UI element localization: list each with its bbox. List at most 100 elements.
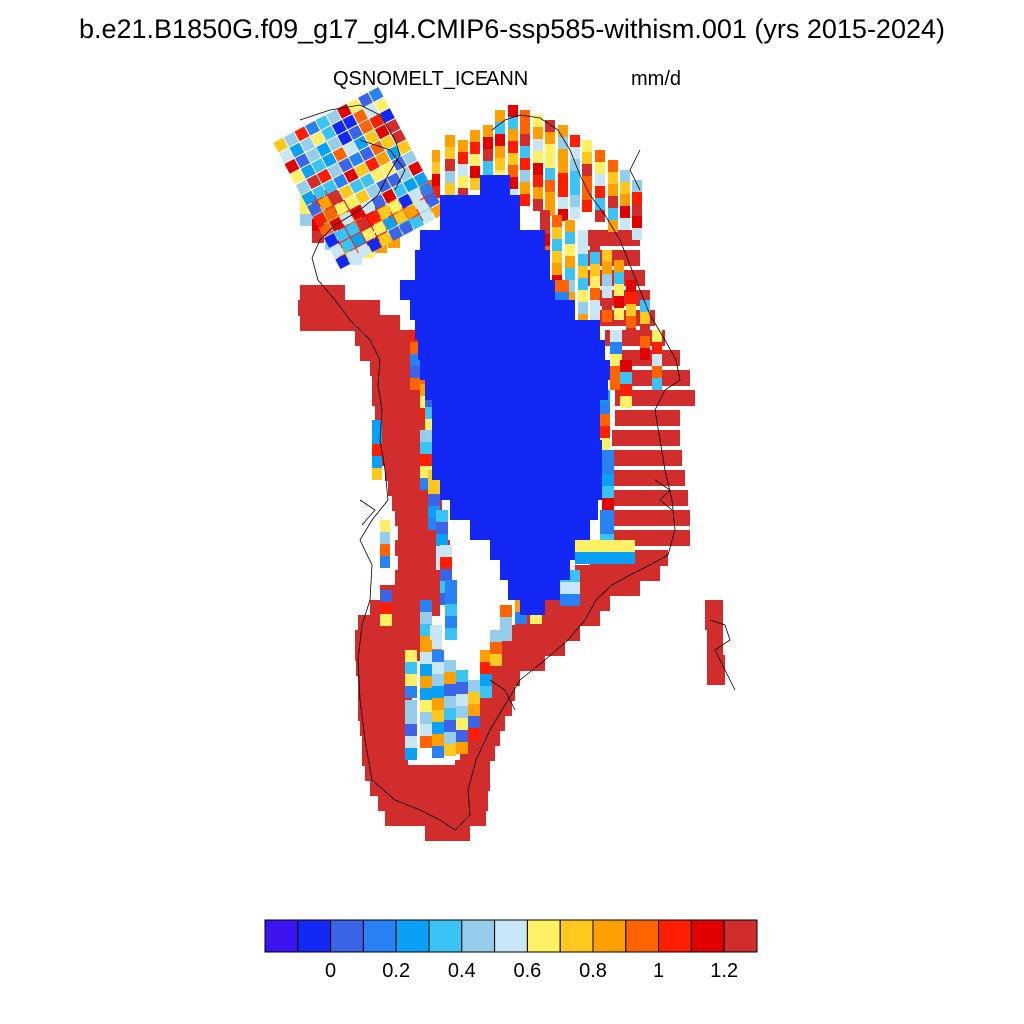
map-cell [508,177,518,189]
map-cell [365,156,380,172]
map-cell [632,216,642,228]
map-cell [565,256,575,268]
map-cell [301,190,317,206]
map-cell [360,345,425,361]
map-cell [405,712,417,724]
map-cell [420,209,435,225]
season-label: ANN [486,68,529,90]
map-cell [329,243,345,259]
map-cell [520,146,530,158]
map-cell [294,126,310,142]
map-cell [428,482,440,494]
map-cell [376,178,392,193]
map-cell [445,604,457,616]
map-cell [610,330,622,342]
map-cell [432,150,440,162]
colorbar-tick-label: 1 [653,960,665,982]
map-cell [378,420,430,436]
map-cell [640,348,650,360]
map-cell [632,180,642,192]
map-cell [419,182,435,198]
colorbar-tick-label: 1.2 [710,960,739,982]
map-cell [552,251,562,263]
map-cell [440,545,452,557]
map-cell [420,676,432,688]
map-cell [595,162,605,174]
map-cell [444,732,456,744]
map-cell [578,290,588,302]
map-cell [615,410,680,426]
map-cell [420,724,432,736]
map-cell [300,214,312,226]
map-cell [480,175,510,195]
map-cell [371,194,387,210]
map-cell [298,300,380,316]
map-cell [312,185,327,200]
map-cell [420,624,432,636]
map-cell [545,144,555,156]
map-cell [402,150,418,166]
map-cell [395,570,450,586]
map-cell [444,720,456,732]
map-cell [312,231,324,243]
map-cell [468,692,480,704]
map-cell [508,153,518,165]
map-cell [349,178,365,194]
map-cell [602,462,614,474]
map-cell [652,330,662,342]
map-cell [403,204,419,220]
map-cell [358,705,410,721]
map-cell [475,700,512,716]
map-cell [508,141,518,153]
map-cell [283,132,299,147]
map-cell [456,718,468,730]
map-cell [614,308,624,320]
map-cell [598,426,610,438]
map-cell [545,132,555,144]
map-cell [380,520,390,532]
map-cell [610,510,690,526]
map-cell [348,151,364,167]
map-cell [533,199,543,211]
map-cell [508,105,518,117]
map-cell [305,120,320,136]
colorbar-tick-label: 0.6 [513,960,542,982]
map-cell [570,135,580,147]
map-cell [495,134,505,146]
map-cell [552,239,562,251]
map-cell [335,254,351,270]
map-cell [432,400,600,420]
map-cell [381,188,397,204]
map-cell [608,160,618,172]
map-cell [338,157,354,173]
map-cell [475,195,515,215]
map-cell [432,722,444,734]
map-cell [306,174,322,190]
map-cell [578,254,588,266]
map-cell [570,147,580,159]
map-cell [333,173,349,189]
map-cell [379,108,395,124]
map-cell [500,629,512,641]
map-cell [317,195,333,211]
map-cell [327,163,343,179]
map-cell [545,180,555,192]
map-cell [652,342,662,354]
map-cell [533,163,543,175]
map-cell [590,300,600,312]
map-cell [483,137,493,149]
map-cell [626,280,636,292]
map-cell [380,602,392,614]
map-cell [360,720,410,736]
map-cell [490,655,545,671]
map-cell [372,390,425,406]
map-cell [353,135,369,151]
map-cell [483,125,493,137]
map-cell [440,557,452,569]
map-cell [533,175,543,187]
map-cell [602,250,612,262]
colorbar-box [395,919,430,953]
map-cell [315,115,331,131]
map-cell [420,652,432,664]
map-cell [614,260,624,272]
